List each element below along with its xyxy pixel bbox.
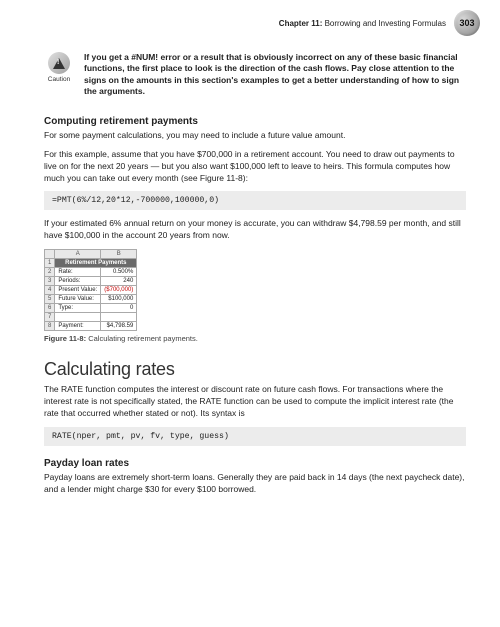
figure-caption-text: Calculating retirement payments. [86, 334, 198, 343]
caution-text: If you get a #NUM! error or a result tha… [84, 52, 466, 98]
table-row-number: 2 [45, 268, 55, 277]
table-label [55, 313, 101, 322]
caution-icon-wrap: Caution [44, 52, 74, 83]
table-value: ($700,000) [101, 286, 137, 295]
table-value [101, 313, 137, 322]
page-number: 303 [459, 18, 474, 28]
table-row-number: 6 [45, 304, 55, 313]
formula-code-block: =PMT(6%/12,20*12,-700000,100000,0) [44, 191, 466, 210]
table-value: 0.500% [101, 268, 137, 277]
table-row-number: 4 [45, 286, 55, 295]
body-paragraph: Payday loans are extremely short-term lo… [44, 472, 466, 496]
table-title-cell: Retirement Payments [55, 259, 137, 268]
figure-spreadsheet-table: A B 1 Retirement Payments 2Rate:0.500% 3… [44, 249, 137, 331]
table-label: Rate: [55, 268, 101, 277]
body-paragraph: If your estimated 6% annual return on yo… [44, 218, 466, 242]
table-row-number: 5 [45, 295, 55, 304]
caution-label: Caution [48, 76, 70, 83]
table-row-number: 3 [45, 277, 55, 286]
chapter-title: Borrowing and Investing Formulas [322, 19, 446, 28]
section-heading-payday: Payday loan rates [44, 458, 466, 469]
page-content: Caution If you get a #NUM! error or a re… [0, 52, 500, 496]
table-label: Type: [55, 304, 101, 313]
caution-icon [48, 52, 70, 74]
table-corner [45, 250, 55, 259]
chapter-label: Chapter 11: Borrowing and Investing Form… [279, 19, 446, 28]
syntax-code-block: RATE(nper, pmt, pv, fv, type, guess) [44, 427, 466, 446]
table-value: $4,798.59 [101, 322, 137, 331]
table-label: Payment: [55, 322, 101, 331]
table-value: 240 [101, 277, 137, 286]
body-paragraph: For some payment calculations, you may n… [44, 130, 466, 142]
page-header: Chapter 11: Borrowing and Investing Form… [0, 0, 500, 42]
table-label: Future Value: [55, 295, 101, 304]
figure-caption: Figure 11-8: Calculating retirement paym… [44, 334, 466, 343]
warning-triangle-icon [53, 58, 65, 69]
table-col-header: A [55, 250, 101, 259]
figure-caption-bold: Figure 11-8: [44, 334, 86, 343]
body-paragraph: The RATE function computes the interest … [44, 384, 466, 420]
table-col-header: B [101, 250, 137, 259]
section-heading-retirement: Computing retirement payments [44, 116, 466, 127]
table-value: 0 [101, 304, 137, 313]
table-value: $100,000 [101, 295, 137, 304]
table-label: Present Value: [55, 286, 101, 295]
page-number-badge: 303 [454, 10, 480, 36]
body-paragraph: For this example, assume that you have $… [44, 149, 466, 185]
table-row-number: 1 [45, 259, 55, 268]
table-row-number: 8 [45, 322, 55, 331]
table-label: Periods: [55, 277, 101, 286]
chapter-prefix: Chapter 11: [279, 19, 323, 28]
caution-callout: Caution If you get a #NUM! error or a re… [44, 52, 466, 98]
section-heading-rates: Calculating rates [44, 359, 466, 380]
table-row-number: 7 [45, 313, 55, 322]
